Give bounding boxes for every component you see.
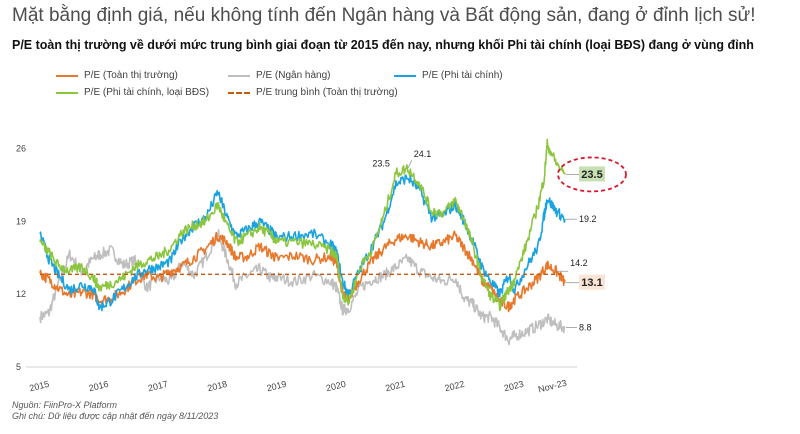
legend-label-total: P/E (Toàn thị trường) <box>84 70 178 81</box>
annotation-value: 19.2 <box>579 214 597 224</box>
series-line-banks <box>39 229 566 346</box>
annotation-value: 14.2 <box>570 258 588 268</box>
legend-swatch-banks <box>228 74 250 77</box>
x-tick-label: 2021 <box>384 379 406 394</box>
legend-item-average: P/E trung bình (Toàn thị trường) <box>228 87 398 98</box>
annotation-value: 23.5 <box>581 169 602 181</box>
chart-source-note: Nguồn: FiinPro-X Platform Ghi chú: Dữ li… <box>12 400 218 422</box>
x-tick-label: Nov-23 <box>537 378 568 395</box>
x-tick-label: 2020 <box>325 379 347 394</box>
y-tick-label: 12 <box>16 289 26 299</box>
footnote-line: Ghi chú: Dữ liệu được cập nhật đến ngày … <box>12 411 219 421</box>
headline: Mặt bằng định giá, nếu không tính đến Ng… <box>12 5 756 26</box>
x-tick-label: 2015 <box>28 379 50 394</box>
legend-label-average: P/E trung bình (Toàn thị trường) <box>256 87 398 98</box>
legend-label-nonfin: P/E (Phi tài chính) <box>422 70 503 81</box>
legend-item-nonfin: P/E (Phi tài chính) <box>394 70 503 81</box>
legend-swatch-average <box>228 91 250 94</box>
legend-swatch-nonfin <box>394 74 416 77</box>
annotation-leader <box>407 160 413 169</box>
x-tick-label: 2016 <box>88 379 110 394</box>
highlight-ellipse <box>557 156 627 193</box>
y-tick-label: 26 <box>16 143 26 153</box>
x-tick-label: 2023 <box>503 379 525 394</box>
x-tick-label: 2022 <box>444 379 466 394</box>
y-tick-label: 19 <box>16 216 26 226</box>
source-line: Nguồn: FiinPro-X Platform <box>12 400 118 410</box>
legend-item-banks: P/E (Ngân hàng) <box>228 70 331 81</box>
series-line-nonfin <box>39 174 566 312</box>
chart-legend: P/E (Toàn thị trường) P/E (Ngân hàng) P/… <box>56 70 576 106</box>
y-tick-label: 5 <box>16 362 21 372</box>
legend-label-nonfin-ex-re: P/E (Phi tài chính, loại BĐS) <box>84 87 210 98</box>
annotation-box <box>579 274 605 290</box>
legend-item-nonfin-ex-re: P/E (Phi tài chính, loại BĐS) <box>56 87 209 98</box>
annotation-value: 23.5 <box>372 158 390 168</box>
annotation-value: 8.8 <box>579 322 592 332</box>
x-tick-label: 2019 <box>266 379 288 394</box>
x-tick-label: 2017 <box>147 379 169 394</box>
x-tick-label: 2018 <box>206 379 228 394</box>
annotation-value: 13.1 <box>581 277 602 289</box>
legend-swatch-total <box>56 74 78 77</box>
series-line-total <box>39 230 566 313</box>
legend-label-banks: P/E (Ngân hàng) <box>256 70 331 81</box>
annotation-value: 24.1 <box>414 149 432 159</box>
legend-item-total: P/E (Toàn thị trường) <box>56 70 178 81</box>
legend-swatch-nonfin-ex-re <box>56 91 78 94</box>
series-line-nonfin_ex_re <box>39 138 566 312</box>
chart-subtitle: P/E toàn thị trường về dưới mức trung bì… <box>12 38 754 52</box>
annotation-box <box>579 166 605 182</box>
